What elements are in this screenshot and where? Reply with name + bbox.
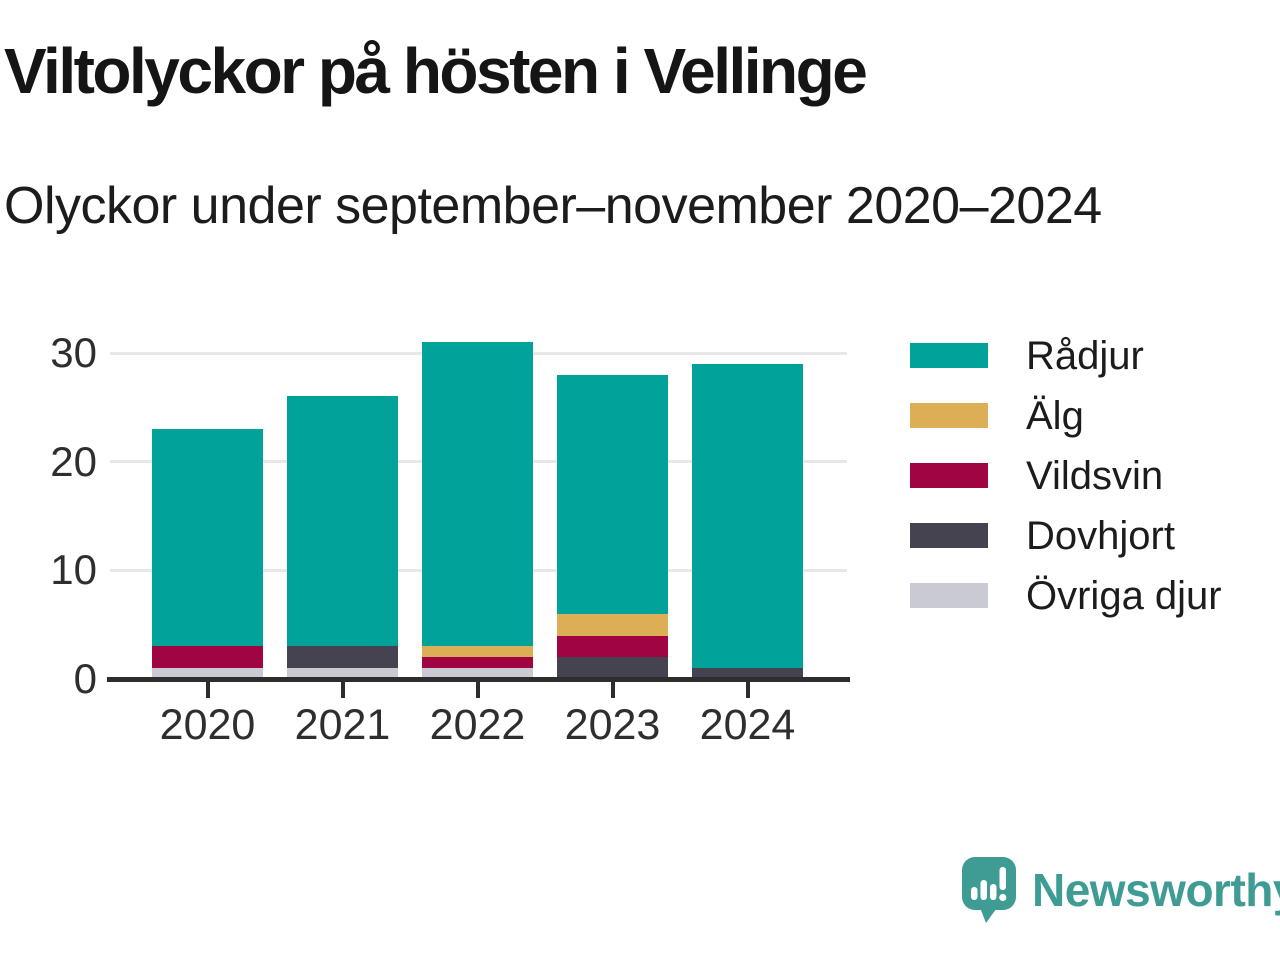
bar-segment-ovriga-djur-2022	[422, 668, 533, 679]
bar-segment-ovriga-djur-2021	[287, 668, 398, 679]
bar-segment-ovriga-djur-2020	[152, 668, 263, 679]
bar-segment-vildsvin-2020	[152, 646, 263, 669]
y-axis-label-10: 10	[50, 546, 97, 594]
legend-swatch-alg	[910, 403, 988, 428]
x-tick-2022	[475, 681, 480, 698]
bar-segment-vildsvin-2022	[422, 657, 533, 669]
bar-segment-dovhjort-2024	[692, 668, 803, 679]
legend-label-alg: Älg	[1026, 393, 1084, 438]
x-axis-label-2022: 2022	[429, 701, 526, 749]
legend-label-vildsvin: Vildsvin	[1026, 453, 1164, 498]
newsworthy-logo-icon	[962, 857, 1016, 923]
bar-segment-vildsvin-2023	[557, 635, 668, 658]
legend-label-radjur: Rådjur	[1026, 333, 1144, 378]
legend-row-vildsvin: Vildsvin	[910, 456, 1222, 496]
bar-segment-alg-2022	[422, 646, 533, 658]
x-axis-label-2024: 2024	[699, 701, 796, 749]
bar-segment-radjur-2022	[422, 342, 533, 647]
x-tick-2024	[745, 681, 750, 698]
legend: Rådjur Älg Vildsvin Dovhjort Övriga djur	[910, 336, 1222, 643]
x-tick-2021	[340, 681, 345, 698]
bar-segment-radjur-2020	[152, 429, 263, 647]
legend-swatch-vildsvin	[910, 463, 988, 488]
legend-swatch-ovriga-djur	[910, 583, 988, 608]
bar-segment-radjur-2024	[692, 363, 803, 669]
x-axis-label-2021: 2021	[294, 701, 391, 749]
legend-swatch-radjur	[910, 343, 988, 368]
legend-row-alg: Älg	[910, 396, 1222, 436]
legend-label-ovriga-djur: Övriga djur	[1026, 573, 1222, 618]
legend-swatch-dovhjort	[910, 523, 988, 548]
legend-row-radjur: Rådjur	[910, 336, 1222, 376]
newsworthy-brand-text: Newsworthy	[1032, 864, 1280, 916]
x-axis-label-2023: 2023	[564, 701, 661, 749]
bar-segment-dovhjort-2023	[557, 657, 668, 679]
page-title: Viltolyckor på hösten i Vellinge	[4, 35, 868, 107]
legend-row-ovriga-djur: Övriga djur	[910, 576, 1222, 616]
legend-label-dovhjort: Dovhjort	[1026, 513, 1175, 558]
x-axis-label-2020: 2020	[159, 701, 256, 749]
x-tick-2023	[610, 681, 615, 698]
y-axis-label-0: 0	[73, 655, 97, 702]
bar-segment-dovhjort-2021	[287, 646, 398, 669]
y-axis-label-30: 30	[50, 329, 97, 376]
x-tick-2020	[205, 681, 210, 698]
legend-row-dovhjort: Dovhjort	[910, 516, 1222, 556]
bar-segment-radjur-2021	[287, 396, 398, 647]
x-axis-line	[107, 677, 850, 682]
y-axis-label-20: 20	[50, 437, 97, 485]
page-subtitle: Olyckor under september–november 2020–20…	[4, 177, 1102, 235]
bar-segment-alg-2023	[557, 613, 668, 636]
bar-segment-radjur-2023	[557, 374, 668, 614]
newsworthy-logo: Newsworthy	[960, 852, 1280, 928]
